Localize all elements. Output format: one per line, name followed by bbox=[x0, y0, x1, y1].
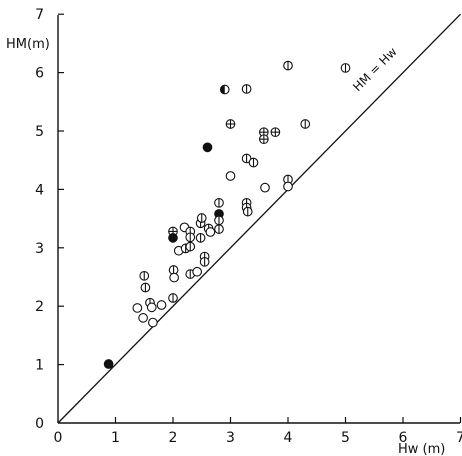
data-point bbox=[196, 213, 207, 223]
data-point bbox=[132, 303, 143, 313]
data-point bbox=[214, 224, 224, 234]
data-point bbox=[270, 127, 281, 138]
x-axis-label: Hw (m) bbox=[398, 442, 445, 456]
x-tick-label: 6 bbox=[399, 430, 408, 446]
data-point bbox=[185, 232, 196, 243]
y-tick-label: 7 bbox=[35, 7, 44, 23]
data-point bbox=[192, 266, 202, 277]
data-point bbox=[148, 317, 158, 328]
x-tick-label: 3 bbox=[226, 430, 235, 446]
y-axis-label: HM(m) bbox=[6, 37, 50, 52]
data-point bbox=[103, 359, 114, 369]
data-point bbox=[156, 300, 167, 310]
data-point bbox=[138, 313, 148, 323]
x-tick-label: 4 bbox=[284, 430, 293, 446]
data-points bbox=[103, 60, 351, 369]
y-tick-label: 3 bbox=[35, 241, 44, 257]
y-tick-label: 5 bbox=[35, 124, 44, 140]
data-point bbox=[202, 142, 213, 153]
y-tick-label: 6 bbox=[35, 66, 44, 82]
tick-marks: 0 1 2 3 4 5 6 7 0 1 2 3 4 5 6 7 bbox=[35, 7, 462, 446]
data-point bbox=[219, 84, 230, 95]
data-point bbox=[205, 227, 216, 237]
data-point bbox=[169, 272, 179, 283]
data-point bbox=[214, 215, 224, 226]
data-point bbox=[225, 119, 236, 129]
reference-line bbox=[57, 13, 461, 424]
x-tick-label: 1 bbox=[111, 430, 120, 446]
data-point bbox=[195, 233, 206, 243]
data-point bbox=[185, 241, 196, 252]
axes bbox=[57, 15, 460, 424]
data-point bbox=[241, 84, 252, 94]
data-point bbox=[283, 181, 293, 192]
x-tick-label: 2 bbox=[169, 430, 178, 446]
data-point bbox=[139, 270, 150, 281]
data-point bbox=[168, 293, 178, 303]
y-tick-label: 4 bbox=[35, 182, 44, 198]
data-point bbox=[300, 119, 311, 129]
data-point bbox=[146, 302, 157, 313]
data-point bbox=[283, 60, 293, 71]
y-tick-label: 1 bbox=[35, 358, 44, 374]
data-point bbox=[214, 197, 224, 208]
y-tick-label: 2 bbox=[35, 299, 44, 315]
data-point bbox=[140, 282, 151, 293]
data-point bbox=[168, 233, 178, 243]
data-point bbox=[199, 256, 210, 267]
data-point bbox=[259, 134, 269, 145]
y-tick-label: 0 bbox=[35, 416, 44, 432]
x-tick-label: 5 bbox=[341, 430, 350, 446]
reference-line-label: HM = Hw bbox=[350, 45, 400, 95]
data-point bbox=[242, 206, 253, 217]
reference-line-group: HM = Hw bbox=[57, 13, 461, 424]
x-tick-label: 7 bbox=[456, 430, 462, 446]
data-point bbox=[340, 63, 351, 73]
x-tick-label: 0 bbox=[54, 430, 63, 446]
data-point bbox=[260, 182, 270, 193]
data-point bbox=[248, 157, 259, 168]
data-point bbox=[225, 171, 236, 181]
